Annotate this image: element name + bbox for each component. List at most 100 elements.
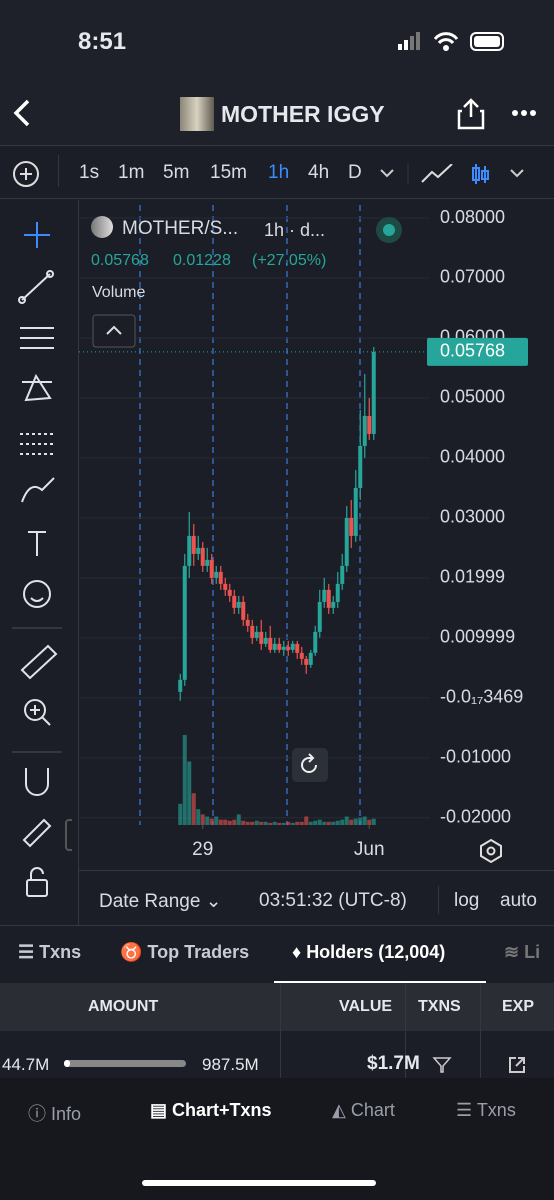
volume-bar (277, 822, 282, 825)
interval[interactable]: 1s (79, 162, 100, 183)
x-tick-label: 29 (192, 839, 213, 860)
amount-held: 44.7M (2, 1055, 50, 1074)
column-header: TXNS (418, 998, 461, 1015)
home-indicator (142, 1180, 376, 1186)
volume-bar (308, 821, 313, 825)
tab-label[interactable]: Li (524, 942, 541, 962)
candle-body (340, 565, 345, 584)
y-tick-label: -0.0₁₇3469 (440, 687, 523, 707)
bottom-nav (0, 1078, 554, 1200)
explorer-link[interactable] (507, 1055, 527, 1075)
more-button[interactable] (510, 108, 540, 118)
column-header: EXP (502, 998, 535, 1015)
candle-body (205, 559, 210, 566)
candle-body (187, 535, 192, 566)
token-title: MOTHER IGGY (221, 101, 385, 127)
candle-body (182, 565, 187, 680)
volume-bar (227, 820, 232, 825)
nav-item-active[interactable]: ▤ Chart+Txns (150, 1100, 272, 1120)
add-indicator[interactable] (10, 158, 42, 190)
candle-body (200, 547, 205, 566)
volume-bar (205, 816, 210, 825)
share-button[interactable] (456, 97, 486, 131)
volume-bar (196, 809, 201, 825)
tab[interactable]: ♦ Holders (12,004) (292, 942, 446, 962)
volume-bar (340, 819, 345, 825)
back-button[interactable] (10, 98, 34, 128)
amount-total: 987.5M (202, 1055, 259, 1074)
y-tick-label: 0.04000 (440, 447, 505, 467)
candle-body (236, 601, 241, 608)
settings-button[interactable] (478, 838, 504, 864)
reset-button[interactable] (292, 748, 328, 782)
top-bar (0, 0, 554, 145)
candle-body (259, 631, 264, 644)
candle-body (304, 658, 309, 665)
y-tick-label: 0.08000 (440, 207, 505, 227)
y-tick-label: 0.07000 (440, 267, 505, 287)
interval[interactable]: 1m (118, 162, 145, 183)
volume-bar (236, 814, 241, 825)
tab-label[interactable]: Holders (12,004) (306, 942, 446, 962)
candle-body (223, 583, 228, 590)
divider (78, 200, 79, 925)
tab-label[interactable]: Top Traders (147, 942, 250, 962)
volume-bar (322, 821, 327, 825)
interval[interactable]: 15m (210, 162, 247, 183)
volume-bar (259, 821, 264, 825)
x-tick-label: Jun (354, 839, 385, 860)
volume-bar (371, 818, 376, 825)
candle-body (290, 643, 295, 650)
interval[interactable]: 4h (308, 162, 330, 183)
interval[interactable]: D (348, 162, 362, 183)
volume-bar (326, 821, 331, 825)
chart-style-icons[interactable] (378, 164, 538, 184)
nav-label[interactable]: Txns (476, 1100, 516, 1120)
volume-bar (245, 821, 250, 825)
nav-label[interactable]: Chart (350, 1100, 395, 1120)
volume-bar (232, 819, 237, 825)
candle-body (232, 595, 237, 608)
filter-button[interactable] (432, 1056, 452, 1074)
tab[interactable]: ≋ Li (504, 942, 541, 962)
column-header: VALUE (339, 998, 393, 1015)
nav-label[interactable]: Info (51, 1104, 82, 1124)
live-dot (376, 217, 402, 243)
volume-bar (299, 821, 304, 825)
candle-body (299, 652, 304, 659)
legend-change-pct: (+27.05%) (252, 252, 327, 269)
tab[interactable]: ♉ Top Traders (120, 942, 250, 962)
interval-active[interactable]: 1h (268, 162, 290, 183)
tab[interactable]: ☰ Txns (18, 942, 82, 962)
volume-bar (182, 735, 187, 825)
volume-bar (214, 816, 219, 825)
interval[interactable]: 5m (163, 162, 190, 183)
table-header (0, 983, 554, 1031)
nav-label[interactable]: Chart+Txns (172, 1100, 272, 1120)
volume-bar (254, 820, 259, 825)
tab-active[interactable] (274, 925, 486, 984)
nav-item[interactable]: ☰ Txns (456, 1100, 516, 1120)
log-toggle[interactable]: log (454, 890, 480, 911)
volume-bar (349, 819, 354, 825)
divider (78, 870, 554, 871)
divider (280, 983, 281, 1078)
volume-bar (223, 819, 228, 825)
date-range-button[interactable]: Date Range ⌄ (99, 891, 222, 912)
volume-bar (313, 820, 318, 825)
last-price-label: 0.05768 (440, 341, 505, 361)
candle-body (308, 652, 313, 665)
nav-item[interactable]: ◭ Chart (332, 1100, 395, 1120)
date-range[interactable]: Date Range (99, 891, 201, 912)
candle-body (227, 589, 232, 596)
volume-bar (200, 814, 205, 825)
status-time: 8:51 (78, 28, 127, 55)
tab-label[interactable]: Txns (39, 942, 82, 962)
last-price-tag (427, 337, 528, 366)
collapse-button[interactable] (92, 314, 136, 348)
volume-bar (286, 821, 291, 825)
legend-change: 0.01228 (173, 252, 231, 269)
nav-item[interactable]: ⓘ Info (28, 1104, 82, 1124)
auto-toggle[interactable]: auto (500, 890, 537, 911)
